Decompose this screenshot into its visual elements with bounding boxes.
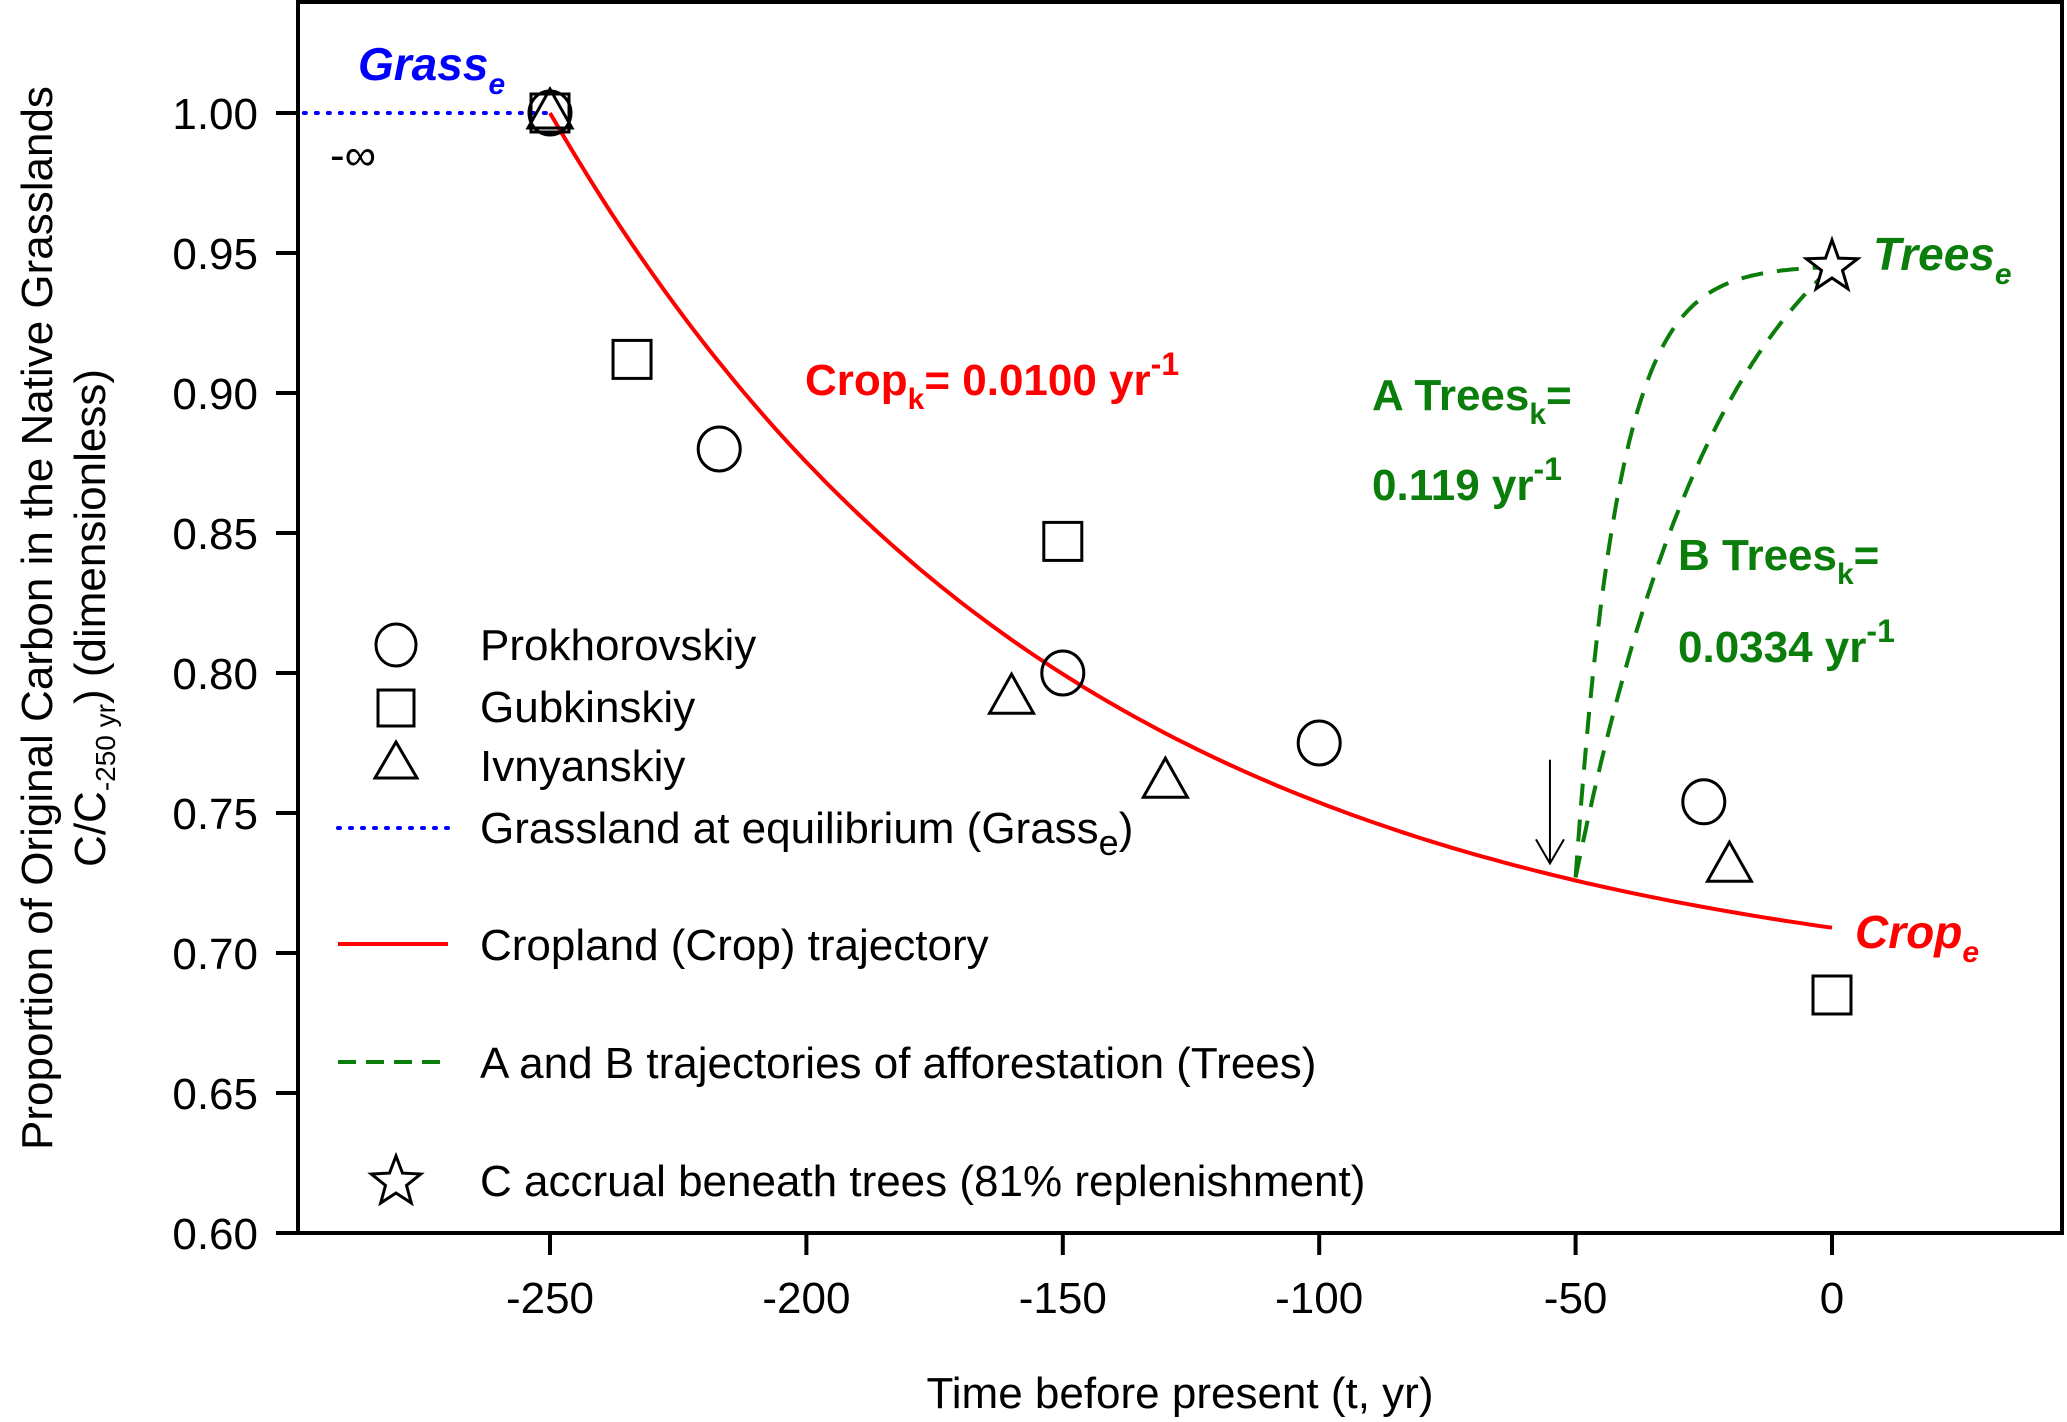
plot-frame: [296, 0, 2064, 1235]
x-axis-ticks: -250 -200 -150 -100 -50 0: [506, 1233, 1844, 1323]
x-tick-label: -50: [1544, 1274, 1608, 1323]
legend-label: Gubkinskiy: [480, 683, 695, 732]
legend-item-grassland: Grassland at equilibrium (Grasse): [336, 804, 1133, 863]
y-tick-label: 0.70: [172, 930, 258, 979]
trees-b-k-value: 0.0334 yr-1: [1678, 613, 1895, 672]
crop-k-label: Cropk= 0.0100 yr-1: [805, 346, 1179, 416]
y-tick-label: 0.60: [172, 1210, 258, 1259]
marker-ivnyanskiy: [1140, 755, 1190, 799]
afforestation-start-arrow: [1535, 759, 1565, 866]
y-tick-label: 0.80: [172, 650, 258, 699]
arrow-head: [1535, 838, 1565, 866]
legend-label: C accrual beneath trees (81% replenishme…: [480, 1157, 1365, 1206]
marker-gubkinskiy: [529, 92, 571, 134]
x-tick-label: -150: [1019, 1274, 1107, 1323]
legend-label: Ivnyanskiy: [480, 742, 685, 791]
x-tick-label: -200: [762, 1274, 850, 1323]
x-axis-title: Time before present (t, yr): [927, 1369, 1434, 1418]
legend-star-icon: [367, 1151, 425, 1207]
y-axis-title-line1: Proportion of Original Carbon in the Nat…: [13, 86, 62, 1150]
cropland-trajectory-line: [548, 111, 1833, 930]
trees-a-k-value: 0.119 yr-1: [1372, 451, 1562, 510]
marker-trees-star: [1802, 235, 1862, 293]
legend-label: Grassland at equilibrium (Grasse): [480, 804, 1133, 863]
legend-item-afforestation: A and B trajectories of afforestation (T…: [338, 1039, 1316, 1088]
trees-e-label: Treese: [1873, 228, 2012, 291]
trees-b-k-label: B Treesk=: [1678, 531, 1879, 591]
marker-prokhorovskiy: [696, 425, 742, 473]
marker-gubkinskiy: [611, 338, 653, 380]
crop-e-label: Crope: [1855, 906, 1979, 969]
marker-prokhorovskiy: [1296, 719, 1342, 767]
legend-label: Cropland (Crop) trajectory: [480, 921, 989, 970]
y-axis-title-line2: C/C-250 yr) (dimensionless): [66, 369, 121, 867]
y-axis-ticks: 0.60 0.65 0.70 0.75 0.80 0.85 0.90 0.95 1.00: [172, 90, 298, 1259]
trees-a-trajectory-line: [1573, 265, 1833, 878]
marker-ivnyanskiy: [1704, 839, 1755, 883]
neg-infinity-label: -∞: [330, 131, 376, 180]
legend-label: Prokhorovskiy: [480, 621, 756, 670]
grass-e-label: Grasse: [358, 38, 505, 101]
marker-ivnyanskiy: [525, 85, 575, 130]
x-tick-label: -250: [506, 1274, 594, 1323]
legend-label: A and B trajectories of afforestation (T…: [480, 1039, 1316, 1088]
y-tick-label: 0.90: [172, 370, 258, 419]
legend-item-prokhorovskiy: Prokhorovskiy: [374, 621, 756, 670]
marker-prokhorovskiy: [1040, 649, 1086, 697]
y-tick-label: 0.95: [172, 230, 258, 279]
marker-prokhorovskiy: [1681, 778, 1727, 826]
y-tick-label: 0.75: [172, 790, 258, 839]
marker-gubkinskiy: [1042, 520, 1084, 562]
legend-triangle-icon: [372, 739, 420, 780]
data-markers: [525, 85, 1862, 1016]
y-tick-label: 0.85: [172, 510, 258, 559]
x-tick-label: -100: [1275, 1274, 1363, 1323]
legend-square-icon: [376, 688, 416, 728]
marker-gubkinskiy: [1811, 974, 1853, 1016]
legend-item-star: C accrual beneath trees (81% replenishme…: [367, 1151, 1365, 1207]
legend-circle-icon: [374, 622, 418, 668]
x-tick-label: 0: [1820, 1274, 1844, 1323]
legend: Prokhorovskiy Gubkinskiy Ivnyanskiy Gras…: [336, 621, 1365, 1207]
trees-b-trajectory-line: [1573, 265, 1834, 878]
legend-item-gubkinskiy: Gubkinskiy: [376, 683, 695, 732]
legend-item-cropland: Cropland (Crop) trajectory: [338, 921, 989, 970]
y-tick-label: 0.65: [172, 1070, 258, 1119]
marker-ivnyanskiy: [986, 671, 1037, 715]
trees-a-k-label: A Treesk=: [1372, 371, 1572, 431]
y-tick-label: 1.00: [172, 90, 258, 139]
legend-item-ivnyanskiy: Ivnyanskiy: [372, 739, 685, 791]
